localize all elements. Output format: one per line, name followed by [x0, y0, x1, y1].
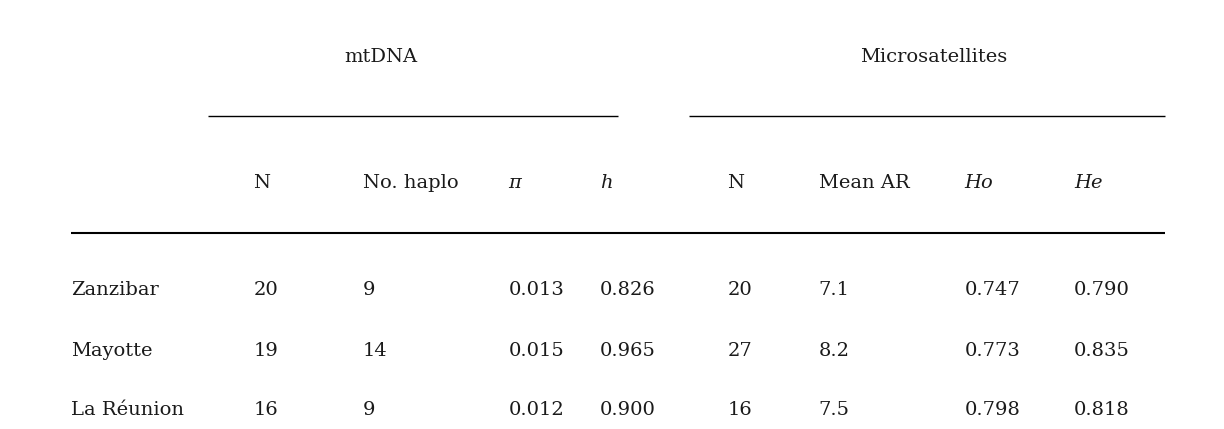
Text: 20: 20: [253, 281, 278, 299]
Text: 0.012: 0.012: [509, 401, 564, 419]
Text: 0.747: 0.747: [965, 281, 1021, 299]
Text: La Réunion: La Réunion: [71, 401, 184, 419]
Text: 0.773: 0.773: [965, 342, 1021, 360]
Text: 27: 27: [727, 342, 753, 360]
Text: h: h: [600, 174, 612, 192]
Text: 0.965: 0.965: [600, 342, 656, 360]
Text: Zanzibar: Zanzibar: [71, 281, 159, 299]
Text: 0.798: 0.798: [965, 401, 1021, 419]
Text: N: N: [253, 174, 271, 192]
Text: 0.826: 0.826: [600, 281, 656, 299]
Text: 9: 9: [362, 281, 376, 299]
Text: 20: 20: [727, 281, 753, 299]
Text: No. haplo: No. haplo: [362, 174, 459, 192]
Text: 14: 14: [362, 342, 388, 360]
Text: Mayotte: Mayotte: [71, 342, 153, 360]
Text: mtDNA: mtDNA: [344, 48, 417, 66]
Text: 16: 16: [253, 401, 278, 419]
Text: 7.5: 7.5: [819, 401, 849, 419]
Text: 8.2: 8.2: [819, 342, 849, 360]
Text: 0.818: 0.818: [1073, 401, 1130, 419]
Text: 19: 19: [253, 342, 278, 360]
Text: 0.013: 0.013: [509, 281, 564, 299]
Text: He: He: [1073, 174, 1103, 192]
Text: Microsatellites: Microsatellites: [860, 48, 1007, 66]
Text: 0.835: 0.835: [1073, 342, 1130, 360]
Text: Ho: Ho: [965, 174, 994, 192]
Text: 0.015: 0.015: [509, 342, 564, 360]
Text: 0.790: 0.790: [1073, 281, 1130, 299]
Text: 0.900: 0.900: [600, 401, 656, 419]
Text: 16: 16: [727, 401, 753, 419]
Text: Mean AR: Mean AR: [819, 174, 909, 192]
Text: N: N: [727, 174, 744, 192]
Text: π: π: [509, 174, 521, 192]
Text: 7.1: 7.1: [819, 281, 849, 299]
Text: 9: 9: [362, 401, 376, 419]
